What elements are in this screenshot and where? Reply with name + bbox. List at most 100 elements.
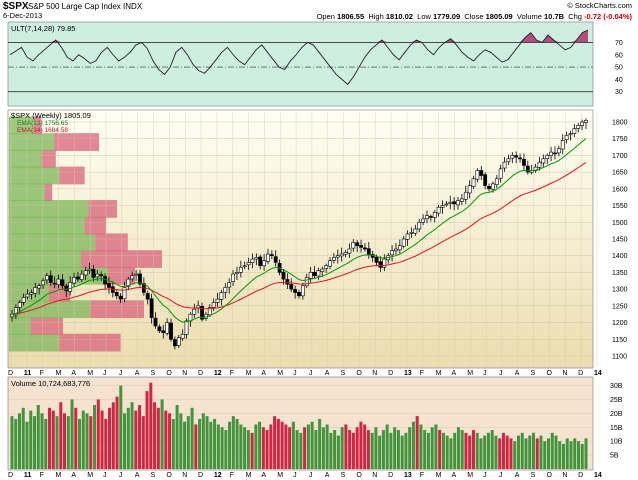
volume-bar [183, 421, 187, 469]
candle-body [479, 170, 484, 176]
volume-month-tick: A [71, 472, 76, 479]
volume-bar [539, 435, 543, 469]
volume-bar [363, 424, 367, 469]
candle-body [172, 339, 177, 347]
price-month-tick: A [451, 370, 456, 377]
price-month-tick: J [483, 370, 487, 377]
candle-body [207, 307, 212, 316]
candle-body [176, 337, 181, 346]
volume-month-tick: O [166, 472, 172, 479]
price-month-tick: A [261, 370, 266, 377]
volume-bar [558, 441, 562, 469]
volume-title: Volume 10,724,683,776 [11, 379, 90, 388]
price-month-tick: D [8, 370, 13, 377]
candle-body [456, 200, 460, 206]
volume-bar [513, 441, 517, 469]
candle-body [378, 261, 383, 268]
volume-bar [126, 407, 130, 469]
volume-month-tick: J [483, 472, 487, 479]
volume-bar [108, 407, 112, 469]
candle-body [541, 158, 546, 164]
candle-body [316, 270, 321, 277]
volume-month-tick: S [341, 472, 346, 479]
candle-body [394, 248, 398, 252]
volume-bar [119, 385, 123, 469]
volume-month-tick: F [40, 472, 44, 479]
candle-body [242, 265, 247, 268]
volume-bar [115, 396, 119, 469]
open-label: Open [316, 12, 335, 21]
volume-month-tick: 14 [594, 472, 602, 479]
uo-tick-label: 50 [615, 65, 623, 72]
candle-body [76, 276, 80, 280]
volume-bar [74, 407, 78, 469]
volume-bar [194, 424, 198, 469]
volume-bar [164, 410, 168, 469]
volume-bar [111, 402, 115, 469]
low-value: 1779.09 [433, 12, 461, 21]
candle-body [444, 203, 449, 206]
volume-tick-label: 20B [610, 411, 623, 418]
volume-bar [40, 413, 44, 469]
candle-body [273, 256, 278, 263]
candle-body [254, 257, 259, 260]
open-value: 1806.55 [337, 12, 365, 21]
volume-bar [325, 424, 329, 469]
volume-bar [561, 443, 565, 469]
volume-bar [273, 416, 277, 469]
candle-body [246, 262, 251, 266]
close-label: Close [464, 12, 484, 21]
price-month-tick: M [467, 370, 473, 377]
volume-bar [464, 432, 468, 469]
volume-bar [231, 416, 235, 469]
volume-month-tick: J [119, 472, 123, 479]
volume-month-tick: D [8, 472, 13, 479]
price-month-tick: 14 [594, 370, 602, 377]
volume-bar [366, 430, 370, 469]
price-month-tick: M [56, 370, 62, 377]
volume-month-tick: 11 [24, 472, 32, 479]
candle-body [60, 279, 65, 287]
candle-body [320, 268, 325, 272]
volume-bar [524, 438, 528, 469]
volume-bar [423, 430, 427, 469]
volume-bar [333, 430, 337, 469]
candle-body [134, 273, 139, 276]
vbp-up-bar [9, 333, 60, 352]
candle-body [87, 268, 92, 271]
volume-bar [505, 435, 509, 469]
volume-bar [438, 430, 442, 469]
volume-bar [14, 418, 18, 469]
candle-body [99, 274, 104, 277]
candle-body [572, 128, 577, 134]
volume-bar [18, 413, 22, 469]
candle-body [45, 275, 49, 281]
volume-bar [134, 410, 138, 469]
candle-body [184, 320, 189, 335]
volume-bar [258, 421, 262, 469]
volume-bar [21, 407, 25, 469]
volume-month-tick: O [546, 472, 552, 479]
candle-body [483, 174, 488, 186]
candle-body [560, 140, 565, 150]
volume-bar [550, 432, 554, 469]
candle-body [366, 248, 371, 255]
candle-body [351, 242, 356, 249]
volume-bar [224, 430, 228, 469]
volume-bar [404, 432, 408, 469]
candle-body [506, 158, 511, 162]
vbp-down-bar [59, 166, 85, 185]
volume-bar [216, 424, 220, 469]
candle-body [328, 260, 332, 267]
price-tick-label: 1600 [612, 186, 628, 193]
vbp-down-bar [30, 317, 64, 335]
ema34-line [11, 162, 587, 315]
volume-bar [400, 435, 404, 469]
volume-month-tick: D [388, 472, 393, 479]
candle-body [436, 206, 441, 214]
uo-tick-label: 70 [615, 40, 623, 47]
candle-body [448, 201, 453, 204]
candle-body [463, 191, 468, 200]
price-tick-label: 1700 [612, 153, 628, 160]
price-month-tick: O [546, 370, 552, 377]
